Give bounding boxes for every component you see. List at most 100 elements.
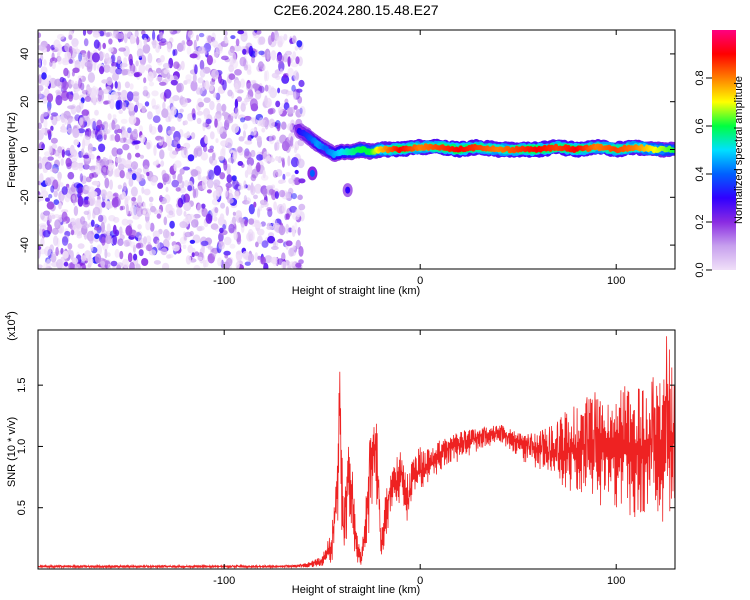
- noise-cell: [203, 111, 208, 120]
- noise-cell: [80, 97, 85, 104]
- noise-cell: [152, 115, 161, 123]
- noise-cell: [252, 120, 257, 125]
- colorbar-axis: 0.0 0.2 0.4 0.6 0.8: [694, 70, 712, 278]
- noise-cell: [74, 263, 81, 269]
- noise-cell: [257, 255, 262, 260]
- noise-cell: [280, 89, 289, 95]
- noise-cell: [61, 80, 69, 91]
- noise-cell: [290, 136, 294, 147]
- noise-cell: [222, 224, 227, 230]
- noise-cell: [39, 228, 43, 237]
- noise-cell: [82, 262, 86, 269]
- noise-cell: [168, 57, 174, 69]
- noise-cell: [240, 102, 246, 112]
- noise-cell: [43, 59, 47, 66]
- noise-cell: [281, 140, 290, 152]
- noise-cell: [235, 38, 240, 47]
- noise-cell: [272, 241, 277, 248]
- noise-cell: [264, 84, 269, 92]
- noise-cell: [218, 241, 225, 250]
- noise-cell: [106, 57, 112, 64]
- noise-cell: [38, 248, 41, 259]
- noise-cell: [281, 121, 287, 130]
- noise-cell: [177, 113, 182, 122]
- noise-cell: [91, 52, 100, 63]
- noise-cell: [83, 250, 92, 262]
- noise-cell: [208, 156, 214, 164]
- noise-cell: [172, 173, 176, 180]
- noise-cell: [262, 151, 270, 163]
- noise-cell: [84, 128, 90, 138]
- noise-cell: [112, 72, 119, 82]
- noise-cell: [220, 148, 226, 159]
- noise-cell: [98, 89, 104, 96]
- noise-cell: [80, 216, 86, 225]
- noise-cell: [167, 253, 174, 259]
- noise-cell: [202, 121, 206, 132]
- noise-cell: [108, 155, 113, 166]
- noise-cell: [120, 118, 128, 124]
- noise-cell: [244, 115, 252, 121]
- noise-cell: [262, 169, 266, 179]
- noise-cell: [162, 262, 170, 269]
- noise-cell: [259, 199, 268, 206]
- snr-multiplier: (x104): [4, 311, 18, 341]
- noise-cell: [281, 261, 287, 269]
- noise-cell: [64, 192, 71, 203]
- noise-cell: [263, 262, 269, 269]
- noise-cell: [71, 161, 80, 171]
- noise-cell: [244, 219, 248, 227]
- noise-cell: [145, 139, 153, 150]
- noise-cell: [272, 259, 278, 267]
- noise-cell: [169, 220, 175, 229]
- noise-cell: [173, 164, 177, 172]
- noise-cell: [115, 67, 123, 75]
- noise-cell: [254, 222, 262, 229]
- noise-cell: [209, 80, 216, 86]
- noise-cell: [167, 130, 173, 135]
- noise-cell: [111, 119, 116, 131]
- noise-cell: [234, 69, 242, 76]
- spectrogram-x-axis: -100 0 100: [213, 30, 625, 287]
- noise-cell: [195, 202, 201, 211]
- noise-cell: [128, 115, 137, 125]
- noise-cell: [226, 174, 233, 184]
- noise-cell: [256, 154, 264, 161]
- noise-cell: [92, 120, 97, 131]
- noise-cell: [139, 134, 146, 144]
- noise-cell: [248, 204, 255, 215]
- noise-cell: [190, 132, 196, 140]
- noise-cell: [119, 205, 124, 211]
- noise-cell: [192, 73, 197, 83]
- noise-cell: [264, 119, 269, 130]
- noise-cell: [242, 123, 248, 130]
- noise-cell: [83, 210, 90, 215]
- noise-cell: [288, 178, 294, 184]
- snr-ylabel: SNR (10 * v/v): [6, 417, 18, 487]
- noise-cell: [201, 203, 206, 209]
- noise-cell: [212, 190, 220, 201]
- noise-cell: [233, 106, 239, 114]
- noise-cell: [180, 194, 186, 205]
- noise-cell: [64, 51, 72, 60]
- noise-cell: [70, 229, 75, 236]
- colorbar-tick-label: 0.8: [694, 70, 706, 85]
- noise-cell: [129, 205, 138, 216]
- noise-cell: [275, 141, 280, 151]
- noise-cell: [71, 38, 79, 47]
- noise-cell: [265, 70, 270, 82]
- noise-cell: [229, 243, 236, 249]
- noise-cell: [174, 160, 182, 168]
- noise-cell: [231, 216, 237, 225]
- noise-cell: [77, 186, 83, 196]
- noise-cell: [177, 173, 183, 184]
- noise-cell: [197, 256, 203, 261]
- noise-cell: [236, 89, 244, 94]
- noise-cell: [175, 187, 181, 192]
- noise-cell: [295, 56, 300, 65]
- noise-cell: [127, 152, 132, 161]
- noise-cell: [227, 89, 233, 97]
- snr-marks: [38, 336, 675, 569]
- noise-cell: [196, 110, 204, 116]
